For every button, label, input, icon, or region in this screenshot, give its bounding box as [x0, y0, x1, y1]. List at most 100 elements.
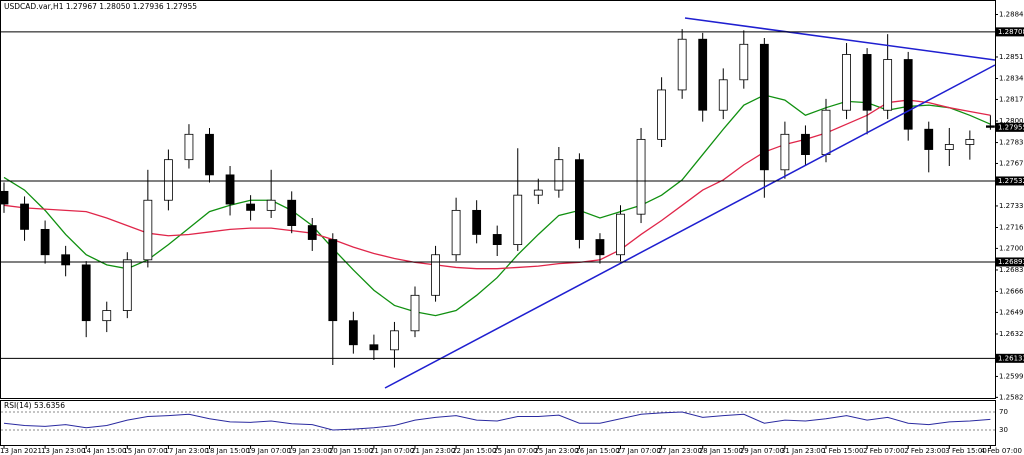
candle-body: [759, 43, 769, 171]
x-tick-label: 3 Feb 15:00: [945, 447, 986, 455]
candle-body: [718, 79, 728, 111]
y-tick-label: 1.25825: [999, 393, 1024, 401]
x-tick-label: 29 Jan 07:00: [740, 447, 784, 455]
candle-body: [575, 159, 584, 240]
candle-body: [369, 344, 379, 351]
x-tick-label: 26 Jan 15:00: [575, 447, 619, 455]
candle-body: [903, 59, 913, 130]
candle-body: [677, 38, 687, 91]
candle-body: [698, 38, 708, 111]
candle-body: [801, 133, 810, 155]
level-label-box: [996, 176, 1024, 186]
x-tick-label: 20 Jan 15:00: [329, 447, 373, 455]
candle-body: [225, 174, 235, 205]
candle-body: [20, 203, 29, 230]
price-label-box: [996, 122, 1024, 132]
candle-body: [410, 294, 420, 332]
y-tick-label: 1.27670: [999, 159, 1024, 167]
x-tick-label: 18 Jan 15:00: [206, 447, 250, 455]
candle-body: [81, 264, 91, 322]
level-label-box: [996, 353, 1024, 363]
y-tick-label: 1.26495: [999, 308, 1024, 316]
x-tick-label: 1 Feb 15:00: [822, 447, 863, 455]
y-tick-label: 1.26325: [999, 330, 1024, 338]
candle-body: [431, 254, 440, 296]
level-label-box: [996, 257, 1024, 267]
candle-body: [472, 209, 482, 235]
candle-body: [513, 194, 523, 246]
y-tick-label: 1.26830: [999, 266, 1024, 274]
x-tick-label: 27 Jan 23:00: [658, 447, 702, 455]
level-label: 1.28708: [998, 28, 1024, 36]
trend-line: [384, 64, 996, 389]
rsi-line: [3, 411, 991, 431]
candle-body: [307, 225, 317, 240]
x-tick-label: 31 Jan 23:00: [781, 447, 825, 455]
x-tick-label: 27 Jan 07:00: [617, 447, 661, 455]
candle-body: [657, 89, 666, 140]
candle-body: [739, 43, 749, 81]
level-label: 1.26133: [998, 354, 1024, 362]
candle-body: [780, 133, 790, 171]
x-tick-label: 21 Jan 23:00: [411, 447, 455, 455]
x-tick-label: 25 Jan 07:00: [493, 447, 537, 455]
y-tick-label: 1.25990: [999, 372, 1024, 380]
candle-body: [328, 239, 338, 322]
x-tick-label: 13 Jan 23:00: [41, 447, 85, 455]
candle-body: [266, 199, 276, 211]
x-tick-label: 22 Jan 15:00: [452, 447, 496, 455]
x-tick-label: 19 Jan 23:00: [288, 447, 332, 455]
rsi-tick-label: 30: [999, 426, 1008, 434]
x-tick-label: 15 Jan 07:00: [123, 447, 167, 455]
x-tick-label: 2 Feb 07:00: [863, 447, 904, 455]
x-tick-label: 13 Jan 2021: [0, 447, 42, 455]
y-tick-label: 1.28510: [999, 53, 1024, 61]
candle-body: [122, 259, 132, 311]
plot-area: [0, 29, 995, 368]
candle-body: [287, 199, 297, 226]
y-tick-label: 1.28845: [999, 11, 1024, 19]
candle-body: [636, 138, 646, 215]
y-tick-label: 1.28175: [999, 95, 1024, 103]
trend-line: [684, 17, 996, 61]
candle-body: [986, 125, 995, 128]
candle-body: [616, 213, 625, 256]
x-tick-label: 14 Jan 15:00: [82, 447, 126, 455]
candle-body: [595, 239, 605, 256]
x-tick-label: 21 Jan 07:00: [370, 447, 414, 455]
x-tick-label: 2 Feb 23:00: [904, 447, 945, 455]
candle-body: [965, 138, 975, 145]
x-tick-label: 28 Jan 15:00: [699, 447, 743, 455]
x-tick-label: 19 Jan 07:00: [247, 447, 291, 455]
candle-body: [40, 228, 50, 256]
x-tick-label: 17 Jan 23:00: [164, 447, 208, 455]
candle-body: [821, 109, 831, 155]
rsi-title: RSI(14) 53.6356: [4, 401, 65, 410]
x-tick-label: 25 Jan 23:00: [534, 447, 578, 455]
candle-body: [163, 159, 173, 201]
level-label: 1.27532: [998, 177, 1024, 185]
candle-body: [390, 330, 399, 351]
rsi-pane: [0, 400, 996, 446]
candle-body: [184, 133, 194, 161]
candle-body: [61, 254, 71, 266]
level-label-box: [996, 27, 1024, 37]
candle-body: [883, 59, 893, 111]
chart-title: USDCAD.var,H1 1.27967 1.28050 1.27936 1.…: [4, 2, 197, 11]
rsi-tick-label: 70: [999, 408, 1008, 416]
candle-body: [924, 128, 934, 150]
candle-body: [842, 54, 851, 111]
y-tick-label: 1.27835: [999, 139, 1024, 147]
candle-body: [554, 159, 564, 191]
y-tick-label: 1.27335: [999, 202, 1024, 210]
candle-body: [862, 54, 872, 111]
y-tick-label: 1.28340: [999, 75, 1024, 83]
candle-body: [533, 189, 543, 196]
candle-body: [205, 133, 214, 176]
candle-body: [944, 144, 954, 150]
candle-body: [348, 320, 358, 346]
candle-body: [143, 199, 153, 261]
candle-body: [246, 203, 256, 211]
y-tick-label: 1.27165: [999, 223, 1024, 231]
